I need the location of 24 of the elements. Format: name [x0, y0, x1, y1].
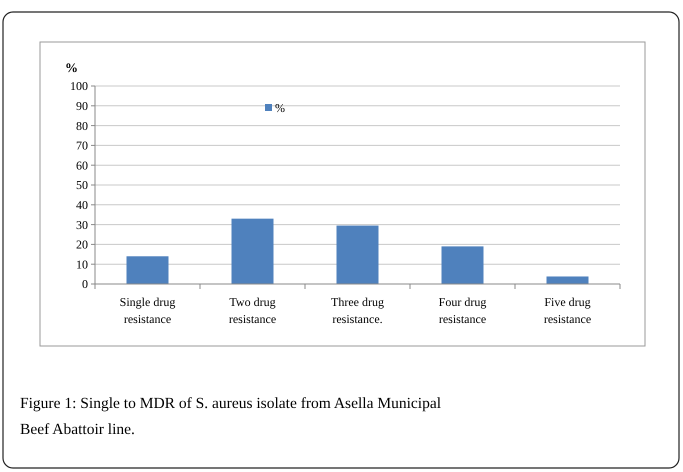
- y-tick-label: 100: [70, 79, 88, 94]
- y-tick-label: 30: [76, 218, 88, 232]
- legend-label: %: [275, 101, 285, 115]
- x-tick-label: Single drug resistance: [120, 295, 176, 326]
- bar: [442, 246, 484, 284]
- y-tick-label: 60: [76, 158, 88, 172]
- y-axis-title: %: [65, 60, 78, 75]
- y-tick-label: 80: [76, 118, 88, 133]
- bar: [336, 226, 378, 284]
- x-tick-label: Two drug resistance: [228, 295, 276, 326]
- bar: [546, 276, 588, 284]
- bar: [126, 256, 168, 284]
- x-tick-label: Four drug resistance: [438, 295, 486, 326]
- x-tick-label: Three drug resistance.: [331, 295, 384, 326]
- y-tick-label: 50: [76, 178, 88, 192]
- y-tick-label: 40: [76, 198, 88, 212]
- y-tick-label: 70: [76, 138, 88, 153]
- x-tick-label: Five drug resistance: [544, 295, 592, 326]
- y-tick-label: 90: [76, 99, 88, 113]
- bar: [232, 218, 274, 284]
- y-tick-label: 0: [82, 277, 88, 292]
- y-tick-label: 20: [76, 238, 88, 252]
- caption: Figure 1: Single to MDR of S. aureus isolate from Asella Municipal Beef Abattoir line.: [20, 395, 442, 438]
- y-tick-label: 10: [76, 257, 88, 272]
